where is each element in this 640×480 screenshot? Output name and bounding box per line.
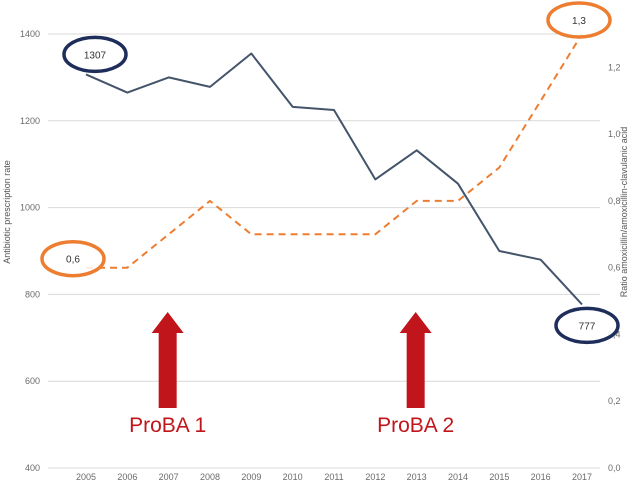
annotation-label: ProBA 2 <box>377 414 454 437</box>
x-tick-label: 2007 <box>159 472 179 480</box>
x-tick-label: 2013 <box>407 472 427 480</box>
callout-label: 1,3 <box>572 16 586 27</box>
y-tick-label: 1200 <box>20 116 40 126</box>
callout-label: 777 <box>579 321 596 332</box>
callout-label: 1307 <box>84 50 107 61</box>
callout-ellipse <box>40 239 106 278</box>
annotations: ProBA 1 ProBA 2 <box>129 312 454 437</box>
x-tick-label: 2014 <box>448 472 468 480</box>
x-tick-label: 2010 <box>283 472 303 480</box>
y-tick-label: 600 <box>25 376 40 386</box>
x-tick-label: 2006 <box>117 472 137 480</box>
series-line-ratio <box>86 33 583 269</box>
x-tick-label: 2005 <box>76 472 96 480</box>
x-tick-label: 2008 <box>200 472 220 480</box>
x-tick-label: 2009 <box>241 472 261 480</box>
y-tick-label: 800 <box>25 289 40 299</box>
x-axis-ticks: 2005 2006 2007 2008 2009 2010 2011 2012 2013 2014… <box>76 472 592 480</box>
y-right-tick-label: 0,8 <box>608 196 621 206</box>
y-tick-label: 1000 <box>20 203 40 213</box>
callouts: 1307 777 0,6 1,3 <box>40 1 620 345</box>
y-right-tick-label: 0,0 <box>608 463 621 473</box>
y-right-tick-label: 0,2 <box>608 396 621 406</box>
y-tick-label: 1400 <box>20 29 40 39</box>
callout-ellipse <box>546 1 612 39</box>
x-tick-label: 2011 <box>324 472 343 480</box>
y-right-tick-label: 1,2 <box>608 62 621 72</box>
annotation-label: ProBA 1 <box>129 414 206 437</box>
left-axis-title: Antibiotic prescription rate <box>2 160 12 264</box>
gridlines <box>48 33 600 469</box>
right-axis-title: Ratio amoxicillin/amoxicillin-clavulanic… <box>619 127 629 298</box>
up-arrow-icon <box>399 312 432 408</box>
series-line-prescription-rate <box>85 52 583 306</box>
callout-label: 0,6 <box>66 255 80 266</box>
up-arrow-icon <box>151 312 184 408</box>
x-tick-label: 2017 <box>572 472 592 480</box>
left-axis-ticks: 400 600 800 1000 1200 1400 <box>20 29 40 473</box>
y-right-tick-label: 1,0 <box>608 129 621 139</box>
series-lines <box>85 33 583 306</box>
callout-ellipse <box>554 306 620 345</box>
y-right-tick-label: 0,6 <box>608 263 621 273</box>
callout-ellipse <box>62 35 128 74</box>
x-tick-label: 2015 <box>489 472 509 480</box>
x-tick-label: 2012 <box>365 472 385 480</box>
x-tick-label: 2016 <box>531 472 551 480</box>
y-tick-label: 400 <box>25 463 40 473</box>
